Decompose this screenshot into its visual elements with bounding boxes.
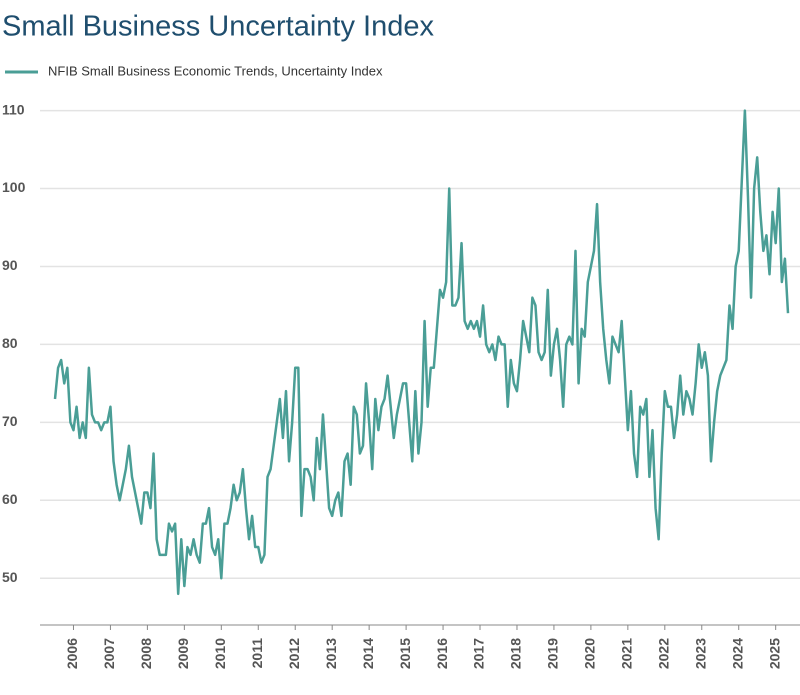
x-tick-label: 2017	[471, 638, 487, 669]
x-tick-label: 2013	[323, 638, 339, 669]
y-tick-label: 100	[2, 179, 26, 195]
y-tick-label: 80	[2, 335, 18, 351]
x-tick-label: 2015	[397, 638, 413, 669]
x-tick-label: 2007	[101, 638, 117, 669]
x-tick-label: 2019	[545, 638, 561, 669]
x-tick-label: 2008	[138, 638, 154, 669]
x-tick-label: 2023	[692, 638, 708, 669]
x-tick-label: 2020	[582, 638, 598, 669]
x-tick-label: 2021	[619, 638, 635, 669]
y-tick-label: 70	[2, 413, 18, 429]
x-tick-label: 2010	[212, 638, 228, 669]
y-tick-label: 110	[2, 101, 25, 117]
x-tick-label: 2018	[508, 638, 524, 669]
x-tick-label: 2011	[249, 638, 265, 669]
x-tick-label: 2025	[766, 638, 782, 669]
x-tick-label: 2024	[729, 638, 745, 669]
x-tick-label: 2014	[360, 638, 376, 669]
y-tick-label: 50	[2, 569, 18, 585]
y-tick-label: 90	[2, 257, 18, 273]
chart-title: Small Business Uncertainty Index	[2, 11, 434, 43]
legend-label: NFIB Small Business Economic Trends, Unc…	[48, 63, 383, 78]
x-tick-label: 2006	[64, 638, 80, 669]
x-tick-label: 2012	[286, 638, 302, 669]
x-tick-label: 2009	[175, 638, 191, 669]
y-tick-label: 60	[2, 491, 18, 507]
x-tick-label: 2022	[656, 638, 672, 669]
series-line	[53, 109, 790, 596]
x-tick-label: 2016	[434, 638, 450, 669]
